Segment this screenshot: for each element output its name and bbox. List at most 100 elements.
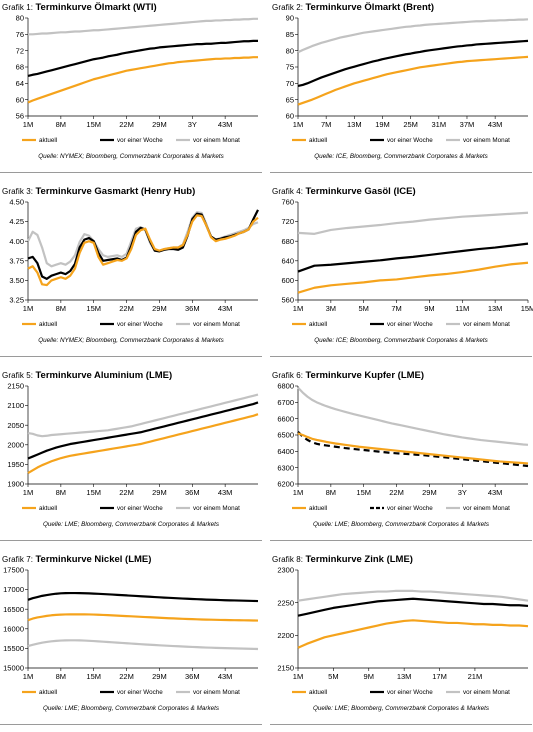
- x-tick-label: 37M: [460, 120, 475, 129]
- chart-title-text: Terminkurve Ölmarkt (Brent): [305, 2, 435, 13]
- legend-label: vor einer Woche: [117, 137, 163, 144]
- legend-label: vor einer Woche: [387, 321, 433, 328]
- series-line-vor-einer-woche: [27, 209, 259, 280]
- legend-label: aktuell: [39, 505, 57, 512]
- series-line-vor-einem-monat: [297, 18, 529, 54]
- y-tick-label: 6200: [277, 480, 294, 489]
- chart-svg: 15000 15500 16000 16500 17000 17500 1M 8M 15M 22M…: [3, 566, 259, 696]
- series-line-vor-einer-woche: [27, 39, 258, 78]
- x-tick-label: 22M: [119, 304, 134, 313]
- y-tick-label: 1900: [7, 480, 24, 489]
- chart-panel: Grafik 8: Terminkurve Zink (LME) 2150 2200…: [270, 552, 532, 732]
- y-tick-label: 17000: [3, 585, 24, 594]
- y-tick-label: 2150: [7, 382, 24, 391]
- chart-panel: Grafik 7: Terminkurve Nickel (LME) 15000 1…: [0, 552, 262, 732]
- legend-label: vor einem Monat: [463, 689, 510, 696]
- x-tick-label: 31M: [432, 120, 447, 129]
- x-tick-label: 29M: [152, 304, 167, 313]
- x-tick-label: 29M: [152, 672, 167, 681]
- y-tick-label: 3.75: [9, 256, 24, 265]
- chart-title: Grafik 7: Terminkurve Nickel (LME): [2, 554, 151, 565]
- y-tick-label: 85: [286, 30, 294, 39]
- y-tick-label: 2250: [277, 598, 294, 607]
- series-line-aktuell: [27, 613, 259, 622]
- x-tick-label: 3M: [326, 304, 336, 313]
- y-tick-label: 680: [281, 237, 294, 246]
- x-tick-label: 8M: [56, 304, 66, 313]
- chart-title-text: Terminkurve Gasmarkt (Henry Hub): [35, 186, 196, 197]
- y-tick-label: 560: [281, 296, 294, 305]
- chart-number: Grafik 4:: [272, 187, 306, 196]
- legend-label: aktuell: [39, 689, 57, 696]
- series-line-aktuell: [297, 619, 529, 649]
- x-tick-label: 22M: [119, 672, 134, 681]
- y-tick-label: 6800: [277, 382, 294, 391]
- x-tick-label: 13M: [488, 304, 503, 313]
- x-tick-label: 29M: [152, 120, 167, 129]
- y-tick-label: 72: [16, 46, 24, 55]
- x-tick-label: 43M: [488, 488, 503, 497]
- y-tick-label: 2150: [277, 664, 294, 673]
- chart-source: Quelle: NYMEX; Bloomberg, Commerzbank Co…: [38, 153, 224, 160]
- x-tick-label: 29M: [422, 488, 437, 497]
- series-line-vor-einem-monat: [28, 17, 258, 36]
- panel-divider: [270, 356, 532, 357]
- y-tick-label: 70: [286, 79, 294, 88]
- chart-svg: 60 65 70 75 80 85 90 1M 7M 13M 19M 25M 31M 37M 43M aktu…: [286, 14, 529, 144]
- x-tick-label: 25M: [403, 120, 418, 129]
- x-tick-label: 15M: [86, 120, 101, 129]
- legend-label: vor einem Monat: [193, 505, 240, 512]
- chart-source: Quelle: ICE, Bloomberg, Commerzbank Corp…: [314, 153, 488, 160]
- panel-divider: [270, 540, 532, 541]
- chart-source: Quelle: LME; Bloomberg, Commerzbank Corp…: [312, 705, 490, 712]
- chart-svg: 56 60 64 68 72 76 80 1M 8M 15M 22M 29M 3Y 43M aktuell v…: [16, 14, 258, 144]
- chart-source: Quelle: LME; Bloomberg, Commerzbank Corp…: [42, 521, 220, 528]
- x-tick-label: 15M: [86, 488, 101, 497]
- x-tick-label: 7M: [391, 304, 401, 313]
- legend-label: aktuell: [309, 689, 327, 696]
- legend-label: vor einem Monat: [193, 137, 240, 144]
- series-line-aktuell: [297, 432, 529, 465]
- x-tick-label: 9M: [364, 672, 374, 681]
- x-tick-label: 43M: [488, 120, 503, 129]
- panel-divider: [0, 356, 262, 357]
- y-tick-label: 15500: [3, 644, 24, 653]
- legend-label: vor einem Monat: [463, 321, 510, 328]
- y-tick-label: 2000: [7, 440, 24, 449]
- y-tick-label: 2050: [7, 421, 24, 430]
- legend-label: vor einer Woche: [117, 321, 163, 328]
- chart-title: Grafik 6: Terminkurve Kupfer (LME): [272, 370, 424, 381]
- x-tick-label: 43M: [218, 672, 233, 681]
- x-tick-label: 1M: [23, 120, 33, 129]
- x-tick-label: 8M: [56, 672, 66, 681]
- chart-source: Quelle: LME; Bloomberg, Commerzbank Corp…: [312, 521, 490, 528]
- x-tick-label: 36M: [185, 488, 200, 497]
- series-line-aktuell: [297, 55, 529, 106]
- chart-number: Grafik 1:: [2, 3, 36, 12]
- legend-label: vor einem Monat: [463, 137, 510, 144]
- y-tick-label: 16000: [3, 624, 24, 633]
- legend-label: vor einer Woche: [387, 505, 433, 512]
- chart-title-text: Terminkurve Kupfer (LME): [305, 370, 425, 381]
- y-tick-label: 60: [16, 95, 24, 104]
- y-tick-label: 6700: [277, 398, 294, 407]
- chart-title-text: Terminkurve Zink (LME): [305, 554, 413, 565]
- series-line-aktuell: [27, 413, 259, 474]
- series-line-vor-einem-monat: [297, 211, 529, 235]
- legend-label: vor einer Woche: [387, 689, 433, 696]
- series-line-vor-einer-woche: [297, 597, 529, 617]
- x-tick-label: 3Y: [458, 488, 467, 497]
- chart-panel: Grafik 6: Terminkurve Kupfer (LME) 6200 63…: [270, 368, 532, 548]
- legend-label: aktuell: [39, 321, 57, 328]
- x-tick-label: 29M: [152, 488, 167, 497]
- chart-title-text: Terminkurve Gasöl (ICE): [305, 186, 416, 197]
- chart-title: Grafik 1: Terminkurve Ölmarkt (WTI): [2, 2, 157, 13]
- x-tick-label: 43M: [218, 120, 233, 129]
- y-tick-label: 16500: [3, 605, 24, 614]
- chart-title: Grafik 3: Terminkurve Gasmarkt (Henry Hu…: [2, 186, 195, 197]
- panel-divider: [0, 172, 262, 173]
- y-tick-label: 80: [286, 46, 294, 55]
- y-tick-label: 4.25: [9, 217, 24, 226]
- y-tick-label: 68: [16, 63, 24, 72]
- chart-svg: 2150 2200 2250 2300 1M 5M 9M 13M 17M 21M aktuell vo…: [277, 566, 529, 696]
